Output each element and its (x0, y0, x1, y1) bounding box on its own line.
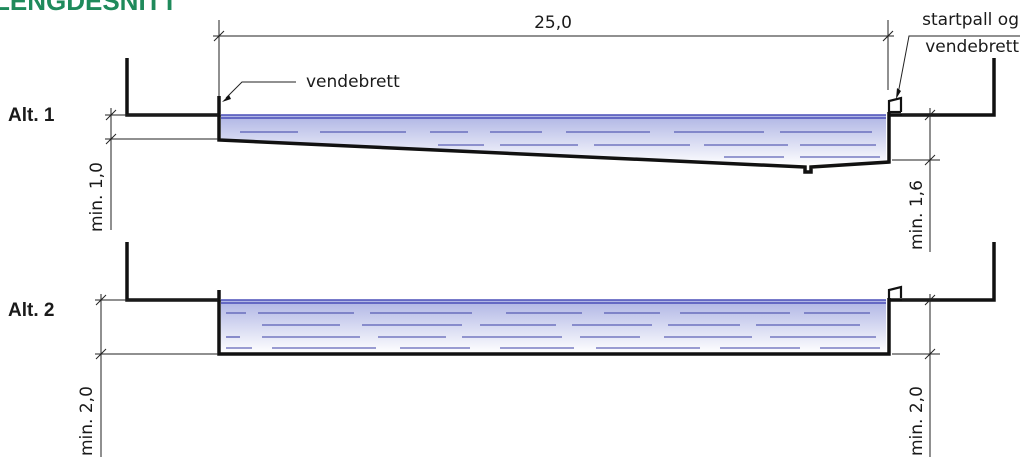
alt2-right-tick-bottom (924, 348, 936, 360)
alt1-left-depth-label: min. 1,0 (87, 162, 107, 232)
vendebrett-leader (225, 81, 296, 99)
alt2-left-tick-top (95, 294, 107, 306)
length-tick-right (882, 30, 894, 42)
alt1-pool-outline (217, 112, 891, 174)
alt2-label: Alt. 2 (8, 300, 54, 321)
alt2-right-tick-top (924, 294, 936, 306)
alt1-ripples (240, 131, 880, 158)
alt1-left-tick-top (105, 109, 117, 121)
alt2-left-tick-bottom (95, 348, 107, 360)
section-heading: LENGDESNITT (0, 0, 178, 16)
startpall-label-line1: startpall og (922, 10, 1019, 30)
alt2-section: Alt. 2 (8, 242, 996, 457)
length-dimension: 25,0 (213, 13, 894, 100)
length-value: 25,0 (534, 13, 572, 33)
alt2-left-deck (125, 242, 221, 302)
alt1-water (221, 115, 886, 166)
startpall-label-line2: vendebrett (925, 37, 1019, 57)
length-tick-left (213, 30, 225, 42)
alt1-label: Alt. 1 (8, 105, 55, 126)
alt2-right-depth-label: min. 2,0 (907, 386, 927, 456)
alt2-water (221, 300, 886, 353)
alt1-section: Alt. 1 (8, 58, 996, 252)
alt2-startpall (887, 285, 903, 298)
vendebrett-label: vendebrett (306, 72, 400, 92)
alt2-left-depth-label: min. 2,0 (77, 386, 97, 456)
startpall-callout: startpall og vendebrett (896, 10, 1020, 99)
alt1-right-tick-bottom (924, 154, 936, 166)
alt1-right-tick-top (924, 109, 936, 121)
alt1-left-deck (125, 58, 221, 117)
alt2-pool-outline (217, 298, 891, 356)
alt1-left-tick-bottom (105, 133, 117, 145)
vendebrett-callout: vendebrett (222, 72, 400, 102)
alt2-right-deck (889, 242, 996, 302)
alt1-startpall (887, 96, 903, 112)
alt1-right-depth-label: min. 1,6 (907, 180, 927, 250)
startpall-leader (897, 35, 1020, 95)
alt1-right-deck (889, 58, 996, 117)
vendebrett-arrow (222, 95, 231, 102)
startpall-arrow (896, 88, 901, 99)
alt2-ripples (226, 312, 880, 349)
